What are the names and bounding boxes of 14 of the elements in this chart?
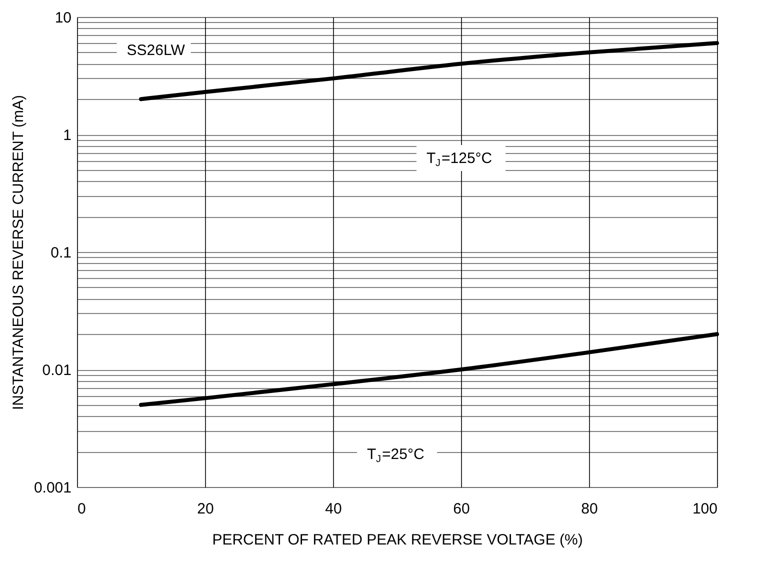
y-tick-label: 1 xyxy=(63,127,72,144)
x-tick-label: 60 xyxy=(453,500,470,518)
annotation: SS26LW xyxy=(126,42,186,59)
x-tick-label: 80 xyxy=(581,500,598,518)
x-tick-label: 20 xyxy=(197,500,214,518)
y-axis-title: INSTANTANEOUS REVERSE CURRENT (mA) xyxy=(10,94,27,410)
y-tick-label: 0.1 xyxy=(50,244,72,262)
y-tick-label: 0.01 xyxy=(42,362,72,379)
x-tick-label: 40 xyxy=(325,500,342,518)
x-tick-label: 100 xyxy=(692,500,718,518)
y-tick-label: 0.001 xyxy=(34,480,72,496)
y-tick-label: 10 xyxy=(54,10,72,26)
x-axis-title: PERCENT OF RATED PEAK REVERSE VOLTAGE (%) xyxy=(212,532,583,548)
x-tick-label: 0 xyxy=(78,500,86,518)
